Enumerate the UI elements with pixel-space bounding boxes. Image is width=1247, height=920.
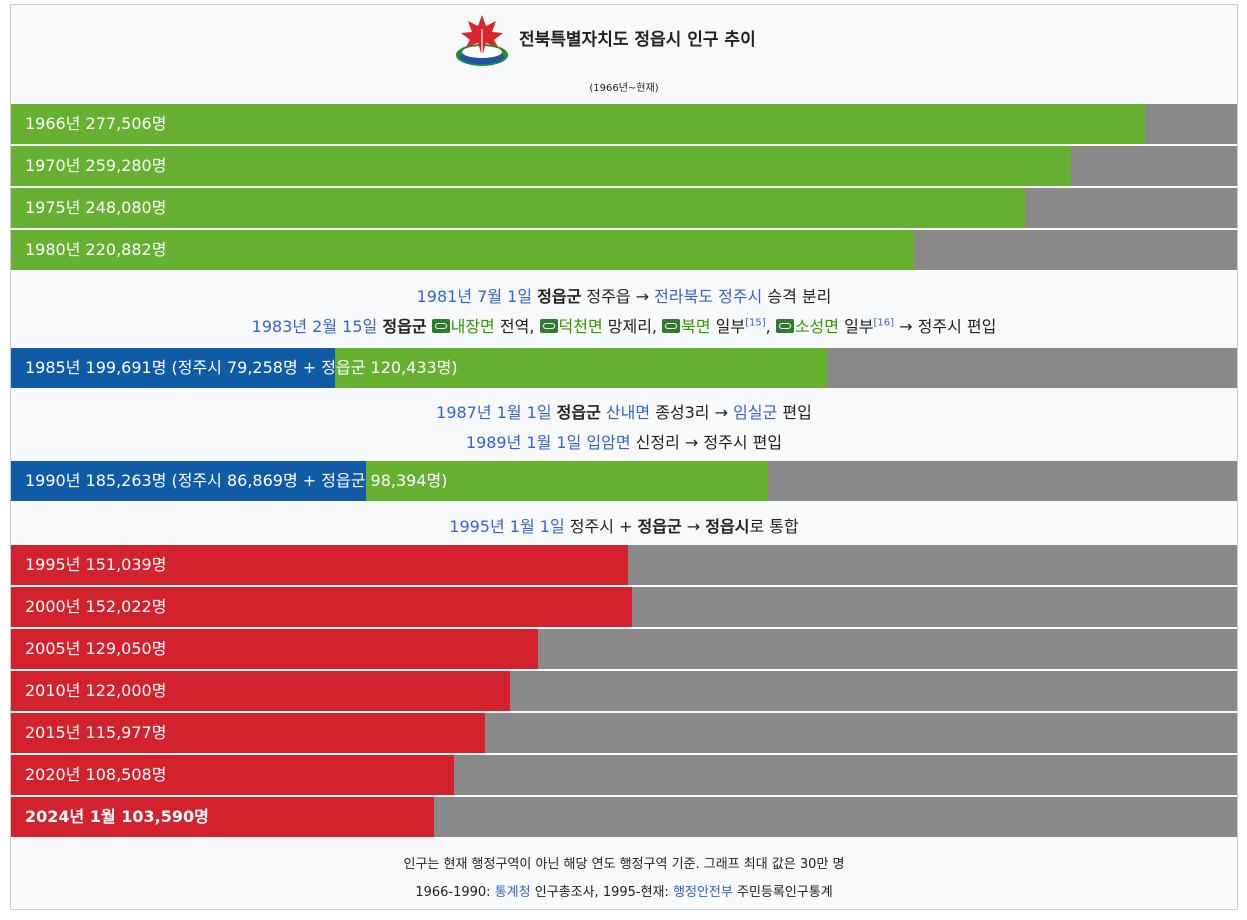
note-county: 정읍군 [556, 403, 601, 422]
reference-link[interactable]: [15] [745, 317, 766, 329]
note-date-link[interactable]: 1995년 1월 1일 [449, 517, 565, 536]
bar-segment-green [366, 461, 769, 501]
bar-label: 2010년 122,000명 [25, 681, 167, 700]
note-text: → 정주시 편입 [899, 317, 997, 336]
bar-segment-blue [11, 348, 335, 388]
bar-label: 2024년 1월 103,590명 [25, 807, 209, 826]
note-place-link[interactable]: 덕천면 [558, 317, 603, 336]
bar-segment-red [11, 545, 629, 585]
bar-segment-red [11, 713, 485, 753]
bar-row: 2000년 152,022명 [11, 587, 1237, 627]
note-text: 승격 분리 [767, 287, 832, 306]
note-county: 정읍군 [537, 287, 582, 306]
bar-row: 1966년 277,506명 [11, 104, 1237, 144]
chart-subtitle: (1966년~현재) [589, 83, 659, 94]
bar-label: 1985년 199,691명 (정주시 79,258명 + 정읍군 120,43… [25, 358, 458, 377]
bar-segment-green [11, 188, 1025, 228]
note-text: 일부 [844, 317, 874, 336]
bar-row: 2015년 115,977명 [11, 713, 1237, 753]
bar-segment-red [11, 671, 510, 711]
source-link[interactable]: 행정안전부 [673, 885, 733, 900]
note-text: 로 통합 [749, 517, 799, 536]
bar-segment-green [11, 146, 1071, 186]
chart-frame: 전북특별자치도 정읍시 인구 추이 (1966년~현재) 1966년 277,5… [10, 4, 1238, 910]
bar-row: 2005년 129,050명 [11, 629, 1237, 669]
bar-segment-green [11, 104, 1146, 144]
note-text: → [686, 517, 701, 536]
bar-segment-red [11, 629, 539, 669]
note-date-link[interactable]: 1989년 1월 1일 [465, 433, 582, 452]
footer-text: 인구총조사, 1995-현재: [534, 885, 669, 900]
bar-segment-green [334, 348, 828, 388]
bar-row: 1970년 259,280명 [11, 146, 1237, 186]
bar-segment-blue [11, 461, 366, 501]
jeongeup-logo-icon [456, 15, 508, 66]
footer-source: 1966-1990: 통계청 인구총조사, 1995-현재: 행정안전부 주민등… [11, 881, 1237, 900]
note-1981: 1981년 7월 1일 정읍군 정주읍 → 전라북도 정주시 승격 분리 [11, 283, 1237, 307]
note-county: 정읍군 [382, 317, 427, 336]
note-text: 편입 [782, 403, 812, 422]
note-place-link[interactable]: 소성면 [794, 317, 839, 336]
bar-segment-green [11, 230, 914, 270]
note-1987: 1987년 1월 1일 정읍군 산내면 종성3리 → 임실군 편입 [11, 399, 1237, 423]
bar-label: 1995년 151,039명 [25, 555, 167, 574]
note-date-link[interactable]: 1981년 7월 1일 [416, 287, 533, 306]
bar-row: 1985년 199,691명 (정주시 79,258명 + 정읍군 120,43… [11, 348, 1237, 388]
bar-label: 1970년 259,280명 [25, 156, 167, 175]
note-place-link[interactable]: 북면 [681, 317, 711, 336]
note-city: 정읍시 [705, 517, 750, 536]
source-link[interactable]: 통계청 [494, 885, 531, 900]
bar-label: 2000년 152,022명 [25, 597, 167, 616]
note-city-link[interactable]: 전라북도 정주시 [654, 287, 763, 306]
note-date-link[interactable]: 1987년 1월 1일 [436, 403, 552, 422]
note-target-link[interactable]: 임실군 [733, 403, 778, 422]
note-place-link[interactable]: 산내면 [605, 403, 651, 422]
note-1995: 1995년 1월 1일 정주시 + 정읍군 → 정읍시로 통합 [11, 513, 1237, 537]
link-chain-icon [431, 319, 450, 333]
note-text: 종성3리 → [655, 403, 729, 422]
footer-text: 1966-1990: [415, 885, 491, 900]
bar-label: 2020년 108,508명 [25, 765, 167, 784]
footer-note: 인구는 현재 행정구역이 아닌 해당 연도 행정구역 기준. 그래프 최대 값은… [403, 857, 845, 872]
bar-row: 2010년 122,000명 [11, 671, 1237, 711]
bar-row: 1975년 248,080명 [11, 188, 1237, 228]
link-chain-icon [662, 319, 681, 333]
bar-label: 2015년 115,977명 [25, 723, 167, 742]
note-text: 일부 [715, 317, 746, 336]
bar-row: 1990년 185,263명 (정주시 86,869명 + 정읍군 98,394… [11, 461, 1237, 501]
bar-label: 1975년 248,080명 [25, 198, 167, 217]
bar-segment-red [11, 755, 455, 795]
bar-segment-red [11, 797, 435, 837]
note-text: 망제리, [607, 317, 658, 336]
reference-link[interactable]: [16] [873, 317, 895, 329]
note-1989: 1989년 1월 1일 입암면 신정리 → 정주시 편입 [11, 429, 1237, 453]
bar-segment-red [11, 587, 633, 627]
chart-header: 전북특별자치도 정읍시 인구 추이 (1966년~현재) [11, 5, 1237, 103]
note-place-link[interactable]: 입암면 [586, 433, 631, 452]
note-1983: 1983년 2월 15일 정읍군 내장면 전역, 덕천면 망제리, 북면 일부[… [251, 317, 997, 336]
bar-label: 1980년 220,882명 [25, 240, 167, 259]
bar-row: 2020년 108,508명 [11, 755, 1237, 795]
bar-row: 1980년 220,882명 [11, 230, 1237, 270]
link-chain-icon [775, 319, 794, 333]
bar-label: 1966년 277,506명 [25, 114, 167, 133]
note-text: 전역, [499, 317, 535, 336]
footer-text: 주민등록인구통계 [736, 885, 833, 900]
note-text: 신정리 → 정주시 편입 [635, 433, 783, 452]
bar-label: 1990년 185,263명 (정주시 86,869명 + 정읍군 98,394… [25, 471, 448, 490]
note-county: 정읍군 [637, 517, 682, 536]
chart-title: 전북특별자치도 정읍시 인구 추이 [519, 30, 756, 50]
bar-row: 1995년 151,039명 [11, 545, 1237, 585]
link-chain-icon [539, 319, 558, 333]
bar-row: 2024년 1월 103,590명 [11, 797, 1237, 837]
note-text: 정주읍 → [586, 287, 650, 306]
note-text: 정주시 + [569, 517, 633, 536]
note-place-link[interactable]: 내장면 [450, 317, 495, 336]
note-date-link[interactable]: 1983년 2월 15일 [251, 317, 378, 336]
bar-label: 2005년 129,050명 [25, 639, 167, 658]
